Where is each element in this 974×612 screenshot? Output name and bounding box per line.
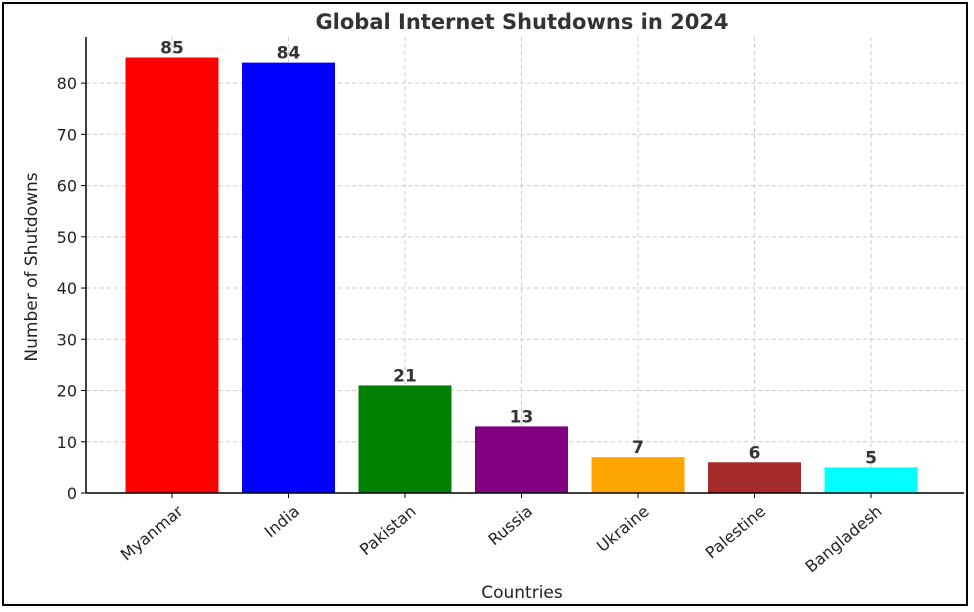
data-label: 6 bbox=[749, 443, 761, 463]
data-label: 84 bbox=[277, 44, 301, 64]
bar-chart: 0 10 20 30 40 50 60 70 80 Myanmar India Pakistan Ru… bbox=[22, 10, 964, 603]
y-tick-label: 50 bbox=[57, 228, 77, 247]
data-labels: 85 84 21 13 7 6 5 bbox=[160, 38, 877, 468]
y-tick-label: 10 bbox=[57, 433, 77, 452]
y-tick-label: 70 bbox=[57, 125, 77, 144]
y-axis-label: Number of Shutdowns bbox=[22, 172, 42, 361]
bar-russia bbox=[475, 426, 568, 493]
x-tick-label: Myanmar bbox=[117, 501, 187, 564]
y-tick-label: 30 bbox=[57, 330, 77, 349]
y-tick-label: 60 bbox=[57, 177, 77, 196]
y-tick-label: 40 bbox=[57, 279, 77, 298]
bars-layer bbox=[125, 57, 918, 493]
x-tick-label: Palestine bbox=[702, 502, 769, 563]
data-label: 5 bbox=[865, 448, 877, 468]
y-ticks: 0 10 20 30 40 50 60 70 80 bbox=[57, 74, 86, 503]
y-tick-label: 0 bbox=[67, 484, 77, 503]
bar-pakistan bbox=[358, 385, 452, 493]
chart-title: Global Internet Shutdowns in 2024 bbox=[315, 10, 728, 34]
x-axis-label: Countries bbox=[481, 583, 563, 603]
data-label: 13 bbox=[510, 407, 534, 427]
bar-bangladesh bbox=[824, 467, 918, 493]
y-tick-label: 80 bbox=[57, 74, 77, 93]
data-label: 7 bbox=[632, 438, 644, 458]
bar-ukraine bbox=[591, 457, 685, 493]
axes-layer bbox=[85, 37, 964, 494]
bar-myanmar bbox=[125, 57, 219, 493]
y-tick-label: 20 bbox=[57, 382, 77, 401]
bar-palestine bbox=[708, 462, 801, 493]
data-label: 85 bbox=[160, 38, 184, 58]
chart-frame: 0 10 20 30 40 50 60 70 80 Myanmar India Pakistan Ru… bbox=[2, 2, 968, 606]
x-tick-label: India bbox=[261, 502, 303, 542]
x-tick-label: Pakistan bbox=[356, 502, 420, 560]
data-label: 21 bbox=[393, 366, 417, 386]
x-ticks: Myanmar India Pakistan Russia Ukraine Palesti… bbox=[117, 493, 886, 576]
bar-india bbox=[242, 62, 335, 493]
x-tick-label: Bangladesh bbox=[801, 502, 885, 577]
x-tick-label: Ukraine bbox=[593, 502, 653, 556]
x-tick-label: Russia bbox=[484, 502, 536, 550]
